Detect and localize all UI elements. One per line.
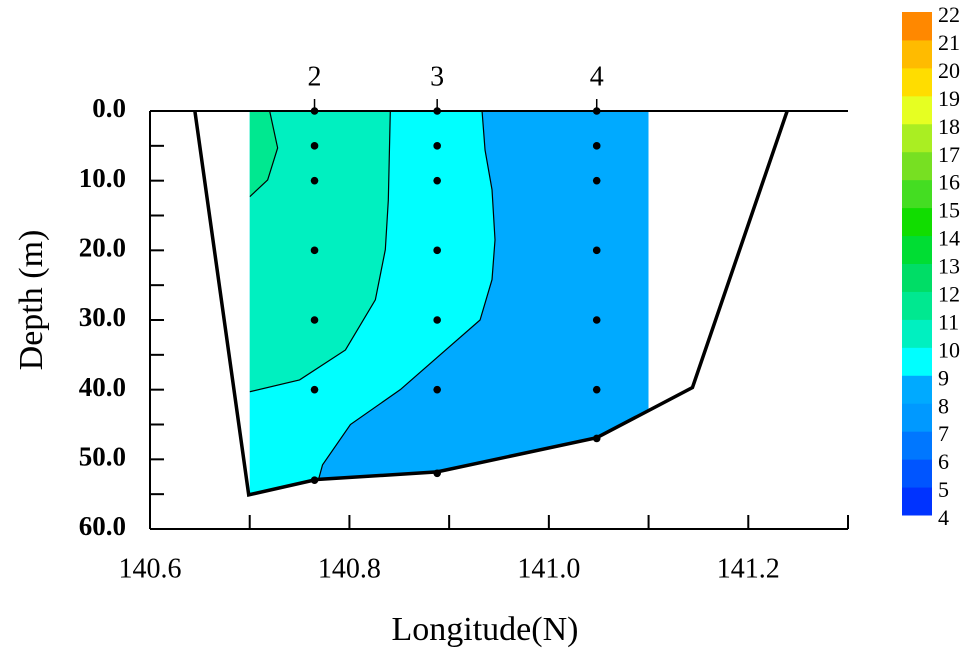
colorbar-swatch [902,39,932,69]
sample-point [310,142,319,150]
station-label: 3 [430,61,444,92]
x-tick-label: 141.2 [717,553,780,584]
y-tick-label: 10.0 [79,163,126,193]
colorbar-swatch [902,403,932,432]
sample-point [310,107,319,115]
colorbar-swatch [902,179,932,209]
colorbar-swatch [902,459,932,488]
x-tick-label: 140.6 [119,553,182,584]
station-label: 4 [590,61,604,92]
sample-point [310,176,319,185]
sample-point [592,107,601,115]
contour-fill [249,111,278,495]
colorbar-label: 7 [938,421,949,446]
station-label: 2 [308,61,322,92]
y-tick-label: 20.0 [79,233,126,263]
colorbar-swatch [902,235,932,264]
colorbar-label: 11 [938,309,959,334]
contour-line [317,111,496,480]
y-tick-label: 40.0 [79,372,126,402]
sample-point [592,385,601,394]
sample-point [310,476,319,485]
y-tick-label: 50.0 [79,442,126,472]
x-tick-label: 140.8 [318,553,381,584]
colorbar-label: 19 [938,86,960,111]
sample-point [433,176,441,185]
colorbar-label: 18 [938,114,960,139]
sample-point [433,385,441,394]
sample-point [592,176,601,185]
contour-fill [249,111,391,495]
colorbar-swatch [902,67,932,97]
colorbar-label: 17 [938,142,960,167]
y-tick-label: 60.0 [79,511,126,541]
colorbar-label: 15 [938,198,960,223]
colorbar-label: 6 [938,449,949,474]
colorbar-swatch [902,12,932,41]
sample-point [592,142,601,150]
colorbar-swatch [902,207,932,237]
colorbar-swatch [902,263,932,292]
sample-point [310,246,319,255]
colorbar-label: 12 [938,281,960,306]
sample-point [433,107,441,115]
colorbar-swatch [902,375,932,404]
sample-point [592,434,601,443]
section-field-inner [249,111,649,495]
section-field [249,111,649,495]
sample-point [433,316,441,324]
y-axis-title: Depth (m) [13,230,50,371]
colorbar-label: 13 [938,254,960,279]
colorbar-label: 4 [938,505,949,530]
sample-point [592,316,601,324]
contour-line [249,111,279,198]
sample-point [310,385,319,394]
colorbar-swatch [902,431,932,460]
colorbar-swatch [902,95,932,125]
colorbar-swatch [902,319,932,348]
colorbar-swatch [902,123,932,153]
colorbar-label: 14 [938,226,960,251]
colorbar-swatch [902,291,932,320]
colorbar-swatch [902,347,932,376]
colorbar-swatch [902,151,932,181]
colorbar-label: 20 [938,58,960,83]
sample-point [592,246,601,255]
colorbar-label: 10 [938,337,960,362]
sample-point [433,469,441,478]
colorbar-swatch [902,487,932,516]
x-tick-label: 141.0 [517,553,580,584]
sample-point [433,246,441,255]
sample-point [310,316,319,324]
contour-line [249,111,391,393]
colorbar-label: 16 [938,170,960,195]
colorbar-label: 5 [938,477,949,502]
colorbar-label: 21 [938,30,960,55]
y-tick-label: 30.0 [79,302,126,332]
sample-point [433,142,441,150]
colorbar-label: 9 [938,365,949,390]
colorbar-label: 22 [938,2,960,27]
colorbar-label: 8 [938,393,949,418]
y-tick-label: 0.0 [92,93,126,123]
x-axis-title: Longitude(N) [392,611,579,648]
